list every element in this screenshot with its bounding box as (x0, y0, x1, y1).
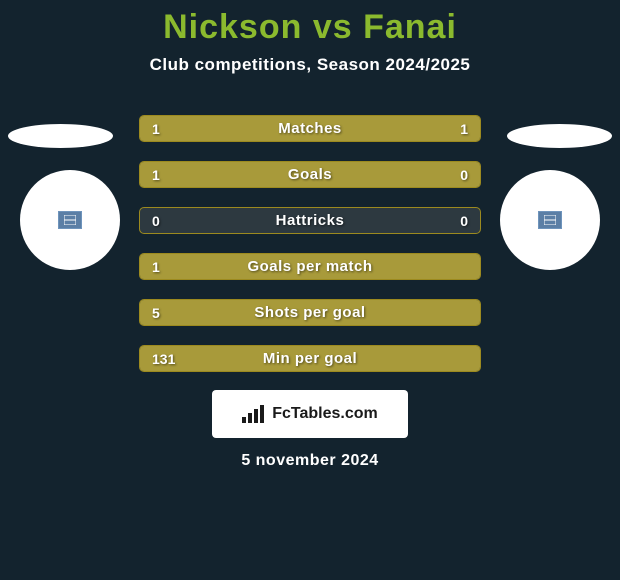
stat-label: Min per goal (140, 346, 480, 371)
subtitle: Club competitions, Season 2024/2025 (0, 55, 620, 75)
stat-row: 11Matches (139, 115, 481, 142)
date-text: 5 november 2024 (0, 452, 620, 470)
player-right-avatar (500, 170, 600, 270)
stat-row: 10Goals (139, 161, 481, 188)
player-left-ellipse (8, 124, 113, 148)
player-right-ellipse (507, 124, 612, 148)
site-logo: FcTables.com (212, 390, 408, 438)
stat-row: 131Min per goal (139, 345, 481, 372)
stat-label: Goals (140, 162, 480, 187)
stat-label: Goals per match (140, 254, 480, 279)
stats-container: 11Matches 10Goals 00Hattricks 1Goals per ma… (139, 115, 481, 372)
player-left-badge-icon (58, 211, 82, 229)
stat-row: 5Shots per goal (139, 299, 481, 326)
stat-row: 1Goals per match (139, 253, 481, 280)
stat-label: Hattricks (140, 208, 480, 233)
player-right-badge-icon (538, 211, 562, 229)
barchart-icon (242, 405, 264, 423)
logo-text: FcTables.com (272, 405, 378, 423)
stat-label: Shots per goal (140, 300, 480, 325)
page-title: Nickson vs Fanai (0, 0, 620, 47)
stat-label: Matches (140, 116, 480, 141)
player-left-avatar (20, 170, 120, 270)
stat-row: 00Hattricks (139, 207, 481, 234)
